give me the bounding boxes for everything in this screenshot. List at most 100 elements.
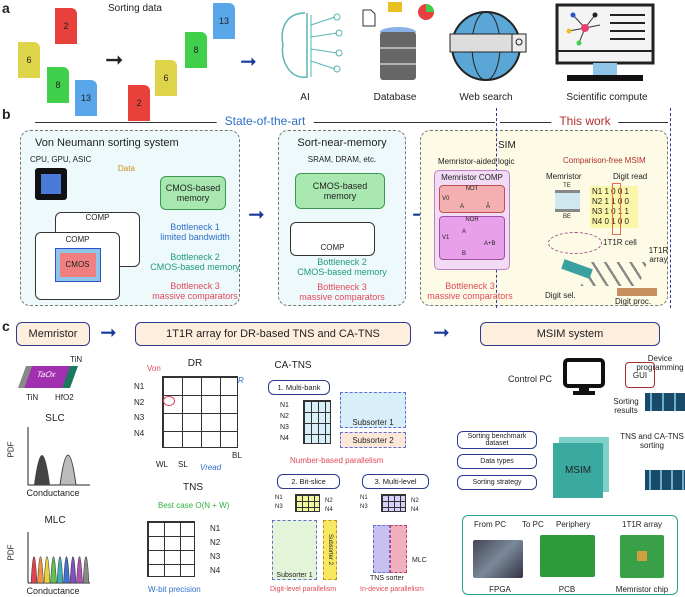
bottleneck-2: Bottleneck 2 CMOS-based memory: [150, 252, 240, 272]
monitor-network-icon: [555, 3, 655, 81]
von-label: Von: [147, 364, 161, 373]
logic-title: Memristor-aided logic: [438, 157, 515, 166]
app-label-ai: AI: [300, 92, 310, 103]
digit-sel-label: Digit sel.: [545, 291, 576, 300]
msim-cube: MSIM: [553, 443, 603, 498]
bit-slice-grid: [295, 494, 320, 512]
nor-gate: NOR V1 A A+B B: [439, 216, 505, 260]
near-memory-title: Sort-near-memory: [297, 137, 387, 149]
cmos-chip: CMOS: [59, 253, 96, 277]
digit-read-label: Digit read: [613, 172, 648, 181]
flow-memristor: Memristor: [16, 322, 90, 346]
sorted-card: 13: [213, 3, 235, 39]
sorting-results-label: Sorting results: [613, 397, 639, 415]
sorted-card: 6: [155, 60, 177, 96]
memristor-label: Memristor: [546, 172, 582, 181]
near-memory-subtitle: SRAM, DRAM, etc.: [307, 155, 377, 164]
1t1r-cell-label: 1T1R cell: [603, 238, 637, 247]
data-label: Data: [118, 164, 135, 173]
unsorted-card: 13: [75, 80, 97, 116]
mlc-peak: [50, 556, 57, 584]
programmed-array-image: [645, 393, 685, 411]
from-pc-label: From PC: [474, 520, 506, 529]
multi-level-rows: N1 N3: [360, 495, 368, 510]
input-data-types: Data types: [457, 454, 537, 469]
multi-level-label: 3. Multi-level: [362, 474, 429, 489]
database-icon: [362, 2, 434, 80]
bit-slice-label: 2. Bit-slice: [277, 474, 340, 489]
bit-slice-rows: N1 N3: [275, 495, 283, 510]
pcb-photo: [540, 535, 595, 577]
conductance-axis-label: Conductance: [26, 488, 80, 498]
tns-row-labels: N1 N2 N3 N4: [210, 524, 221, 575]
flow-1t1r-array: 1T1R array for DR-based TNS and CA-TNS: [135, 322, 411, 346]
sorted-array-image: [645, 470, 685, 490]
memristor-comp-box: Memristor COMP NOT V0 A Ā NOR V1 A A+B B: [434, 170, 510, 270]
gui-box: GUI: [625, 362, 655, 388]
memristor-chip-label: Memristor chip: [615, 585, 669, 594]
bl-label: BL: [232, 451, 242, 460]
device-programming-label: Device programming: [636, 354, 684, 372]
control-pc-label: Control PC: [508, 374, 553, 384]
sorted-card: 2: [128, 85, 150, 121]
tns-title: TNS: [183, 482, 203, 493]
number-parallel-label: Number-based parallelism: [290, 456, 384, 465]
bottleneck-3: Bottleneck 3 massive comparators: [152, 281, 238, 301]
digit-parallel-label: Digit-level parallelism: [270, 586, 337, 593]
sl-label: SL: [178, 460, 188, 469]
slc-peak: [59, 454, 77, 486]
mlc-peak: [69, 556, 77, 584]
dr-title: DR: [187, 358, 203, 369]
sort-near-memory-box: [278, 130, 406, 306]
ca-tns-title: CA-TNS: [274, 360, 312, 371]
mlc-peak: [76, 556, 83, 584]
pdf-axis-label: PDF: [6, 544, 16, 561]
subsorter-1-box: Subsorter 1: [272, 520, 317, 580]
bottleneck-2: Bottleneck 2 CMOS-based memory: [297, 257, 387, 277]
1t1r-array-label: 1T1R array: [648, 246, 669, 264]
to-pc-label: To PC: [522, 520, 544, 529]
this-work-header: This work: [551, 114, 619, 128]
multi-level-grid: [381, 494, 406, 512]
bottleneck-3: Bottleneck 3 massive comparators: [299, 282, 385, 302]
precision-label: W-bit precision: [148, 585, 201, 594]
tin-top-label: TiN: [70, 355, 83, 364]
best-case-label: Best case O(N + W): [158, 501, 230, 510]
wl-label: WL: [156, 460, 168, 469]
memristor-comp-title: Memristor COMP: [441, 173, 503, 182]
tns-sorter-label: TNS sorter: [370, 575, 404, 582]
slc-distribution-plot: [27, 427, 90, 486]
memristor-chip-photo: [620, 535, 664, 578]
von-neumann-subtitle: CPU, GPU, ASIC: [30, 155, 92, 164]
memristor-device-icon: [555, 190, 580, 212]
panel-label-b: b: [2, 106, 11, 122]
von-neumann-title: Von Neumann sorting system: [35, 137, 179, 149]
app-label-database: Database: [373, 92, 417, 103]
digit-proc-label: Digit proc.: [615, 297, 652, 306]
sort-arrow-icon: ➞: [105, 47, 124, 72]
fpga-label: FPGA: [489, 585, 511, 594]
arrow-icon: ➞: [100, 322, 117, 344]
state-of-the-art-header: State-of-the-art: [216, 114, 314, 128]
fpga-photo: [473, 540, 523, 578]
comp-box: COMP CMOS: [35, 232, 120, 300]
sim-title: SIM: [498, 140, 516, 151]
not-gate: NOT V0 A Ā: [439, 185, 505, 213]
1t1r-cell-icon: [548, 232, 602, 254]
bank-row-labels: N1 N2 N3 N4: [280, 402, 289, 442]
multi-level-rows: N2 N4: [411, 498, 419, 513]
mlc-peak: [43, 556, 51, 584]
subsorter-1-box: Subsorter 1: [340, 392, 406, 428]
tns-sorter-column: [373, 525, 390, 573]
tns-grid: [147, 521, 195, 577]
input-benchmark-dataset: Sorting benchmark dataset: [457, 431, 537, 449]
flow-msim-system: MSIM system: [480, 322, 660, 346]
brain-circuit-icon: [281, 12, 343, 78]
hfo2-label: HfO2: [55, 393, 74, 402]
panel-label-c: c: [2, 318, 10, 334]
subsorter-2-box: Subsorter 2: [323, 520, 337, 580]
bottleneck-1: Bottleneck 1 limited bandwidth: [160, 222, 230, 242]
pdf-axis-label: PDF: [6, 441, 16, 458]
mlc-peak: [30, 556, 38, 584]
bottleneck-3: Bottleneck 3 massive comparators: [427, 281, 513, 301]
